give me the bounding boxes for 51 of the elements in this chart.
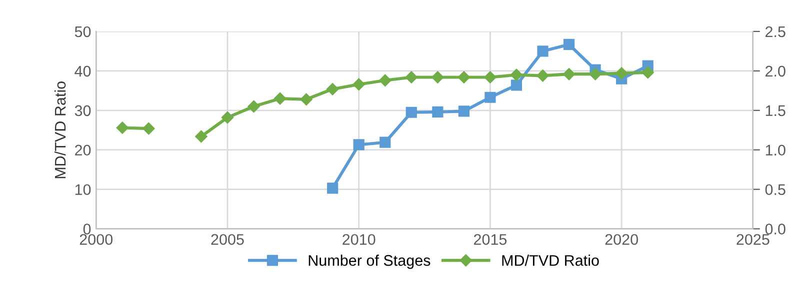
y-tick-label: 50 (74, 26, 91, 38)
y-tick-label: 20 (75, 144, 91, 156)
point (432, 71, 444, 84)
x-tick-label: 2025 (736, 234, 770, 245)
y-tick-label: 40 (74, 66, 91, 77)
point (116, 122, 128, 134)
point (326, 82, 339, 96)
point (274, 92, 286, 105)
y-axis-title: MD/TVD Ratio (54, 82, 66, 178)
x-tick-label: 2005 (211, 234, 244, 245)
y2-tick-label: 0.5 (765, 184, 786, 196)
point (510, 68, 523, 81)
legend-label: MD/TVD Ratio (502, 254, 599, 266)
point (615, 67, 628, 80)
legend-label: Number of Stages (308, 254, 430, 269)
y2-tick-label: 1.5 (766, 105, 786, 116)
point (327, 182, 338, 194)
point (484, 92, 496, 103)
y-tick-label: 10 (75, 184, 91, 196)
point (432, 106, 444, 118)
y2-tick-label: 0.0 (765, 224, 786, 234)
y2-tick-label: 2.5 (766, 26, 786, 38)
point (248, 100, 260, 113)
x-tick-label: 2015 (474, 234, 507, 245)
point (642, 66, 654, 79)
point (300, 93, 312, 106)
point (484, 71, 496, 84)
point (405, 71, 418, 84)
point (353, 139, 364, 150)
point (537, 46, 548, 57)
point (379, 74, 392, 86)
point (352, 78, 365, 90)
y2-tick-label: 1.0 (766, 144, 786, 156)
y-tick-label: 30 (74, 105, 91, 116)
point (406, 106, 417, 118)
point (589, 68, 602, 80)
point (142, 122, 155, 135)
y-tick-label: 0 (83, 224, 91, 234)
point (536, 70, 549, 82)
point (562, 68, 576, 80)
point (510, 80, 522, 91)
point (458, 106, 470, 117)
point (563, 38, 575, 50)
x-tick-label: 2000 (80, 234, 113, 245)
x-tick-label: 2010 (342, 234, 376, 245)
point (221, 111, 234, 124)
y2-tick-label: 2.0 (766, 66, 786, 77)
x-tick-label: 2020 (605, 234, 638, 245)
point (380, 136, 391, 148)
point (195, 130, 208, 143)
point (458, 71, 470, 84)
